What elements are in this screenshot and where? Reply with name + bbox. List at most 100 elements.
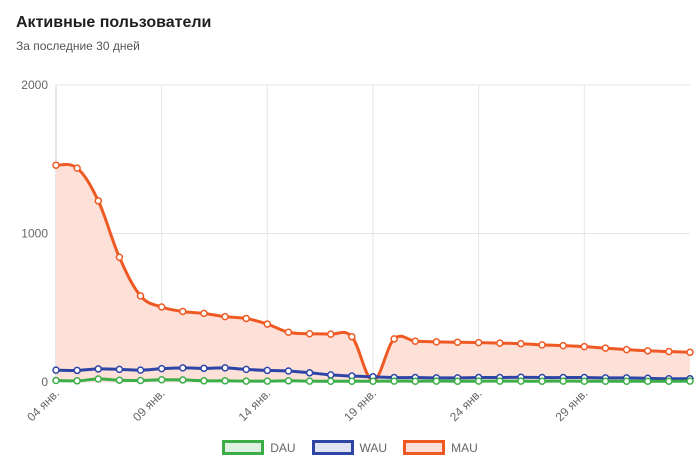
series-point-layer	[52, 161, 694, 386]
y-tick-label: 2000	[21, 78, 48, 92]
legend-label-dau: DAU	[270, 440, 296, 455]
legend-swatch-dau	[222, 440, 265, 455]
mau-data-point[interactable]	[179, 307, 187, 316]
dau-data-point[interactable]	[538, 377, 546, 386]
x-tick-label: 24 янв.	[447, 386, 485, 424]
dau-data-point[interactable]	[474, 377, 483, 385]
dau-data-point[interactable]	[200, 377, 208, 385]
y-tick-label: 1000	[21, 227, 48, 241]
mau-data-point[interactable]	[221, 312, 229, 321]
mau-data-point[interactable]	[390, 335, 398, 343]
legend-item-dau[interactable]: DAU	[222, 440, 296, 455]
mau-data-point[interactable]	[517, 339, 525, 348]
mau-data-point[interactable]	[411, 337, 420, 345]
dau-data-point[interactable]	[136, 376, 145, 385]
dau-data-point[interactable]	[157, 376, 166, 384]
wau-data-point[interactable]	[326, 371, 335, 379]
dau-data-point[interactable]	[665, 377, 673, 386]
mau-data-point[interactable]	[559, 341, 567, 350]
mau-data-point[interactable]	[496, 339, 504, 347]
dau-data-point[interactable]	[622, 377, 631, 386]
dau-data-point[interactable]	[643, 377, 652, 386]
wau-data-point[interactable]	[115, 365, 124, 374]
mau-data-point[interactable]	[580, 342, 589, 351]
mau-data-point[interactable]	[157, 303, 166, 311]
dau-data-point[interactable]	[390, 377, 398, 385]
mau-data-point[interactable]	[136, 292, 145, 300]
x-tick-label: 19 янв.	[341, 386, 379, 424]
wau-data-point[interactable]	[284, 367, 293, 375]
legend-item-wau[interactable]: WAU	[311, 440, 388, 455]
dau-data-point[interactable]	[496, 377, 504, 385]
mau-data-point[interactable]	[622, 345, 631, 354]
mau-data-point[interactable]	[453, 338, 462, 346]
chart-subtitle: За последние 30 дней	[16, 39, 140, 53]
dau-data-point[interactable]	[411, 377, 420, 386]
dau-data-point[interactable]	[580, 377, 589, 386]
chart-legend: DAU WAU MAU	[0, 440, 700, 455]
dau-data-point[interactable]	[369, 377, 377, 386]
legend-swatch-wau	[311, 440, 354, 455]
mau-data-point[interactable]	[284, 328, 293, 337]
wau-data-point[interactable]	[73, 366, 81, 375]
dau-data-point[interactable]	[52, 376, 60, 385]
dau-data-point[interactable]	[305, 377, 314, 385]
x-tick-label: 04 янв.	[24, 386, 62, 424]
mau-data-point[interactable]	[601, 344, 610, 352]
mau-data-point[interactable]	[52, 161, 60, 169]
mau-data-point[interactable]	[538, 341, 546, 349]
dau-data-point[interactable]	[559, 377, 567, 385]
mau-data-point[interactable]	[263, 320, 272, 328]
wau-data-point[interactable]	[94, 365, 103, 373]
area-fill-layer	[56, 164, 690, 382]
dau-data-point[interactable]	[348, 377, 356, 386]
dau-data-point[interactable]	[517, 377, 525, 385]
mau-data-point[interactable]	[643, 347, 652, 355]
dau-data-point[interactable]	[284, 377, 293, 385]
dau-data-point[interactable]	[242, 377, 250, 385]
mau-data-point[interactable]	[305, 329, 314, 338]
mau-data-point[interactable]	[432, 338, 441, 346]
mau-data-point[interactable]	[474, 338, 483, 347]
legend-label-wau: WAU	[359, 440, 388, 455]
mau-data-point[interactable]	[200, 309, 208, 318]
legend-label-mau: MAU	[451, 440, 478, 455]
wau-data-point[interactable]	[136, 366, 145, 374]
dau-data-point[interactable]	[115, 376, 124, 384]
x-tick-label: 29 янв.	[553, 386, 591, 424]
dau-data-point[interactable]	[686, 377, 694, 385]
mau-data-point[interactable]	[348, 332, 356, 341]
wau-data-point[interactable]	[263, 366, 272, 375]
mau-data-point[interactable]	[326, 330, 335, 338]
dau-data-point[interactable]	[326, 377, 335, 386]
dau-data-point[interactable]	[601, 377, 610, 386]
dau-data-point[interactable]	[179, 376, 187, 384]
x-tick-label: 14 янв.	[236, 386, 274, 424]
mau-data-point[interactable]	[115, 253, 124, 262]
mau-area-fill	[56, 164, 690, 382]
wau-data-point[interactable]	[52, 366, 60, 374]
wau-data-point[interactable]	[221, 364, 229, 372]
wau-data-point[interactable]	[157, 364, 166, 373]
mau-data-point[interactable]	[94, 197, 103, 205]
mau-data-point[interactable]	[242, 314, 250, 323]
mau-data-point[interactable]	[73, 164, 81, 172]
legend-swatch-mau	[403, 440, 446, 455]
mau-data-point[interactable]	[686, 348, 694, 357]
dau-data-point[interactable]	[453, 377, 462, 386]
wau-data-point[interactable]	[242, 365, 250, 374]
wau-data-point[interactable]	[179, 364, 187, 372]
wau-data-point[interactable]	[200, 364, 208, 373]
dau-data-point[interactable]	[263, 377, 272, 385]
dau-data-point[interactable]	[94, 375, 103, 383]
x-tick-label: 09 янв.	[130, 386, 168, 424]
dau-data-point[interactable]	[432, 377, 441, 385]
dau-data-point[interactable]	[73, 377, 81, 385]
mau-data-point[interactable]	[665, 347, 673, 356]
y-tick-label: 0	[41, 375, 48, 389]
dau-data-point[interactable]	[221, 377, 229, 385]
wau-data-point[interactable]	[305, 369, 314, 377]
legend-item-mau[interactable]: MAU	[403, 440, 478, 455]
